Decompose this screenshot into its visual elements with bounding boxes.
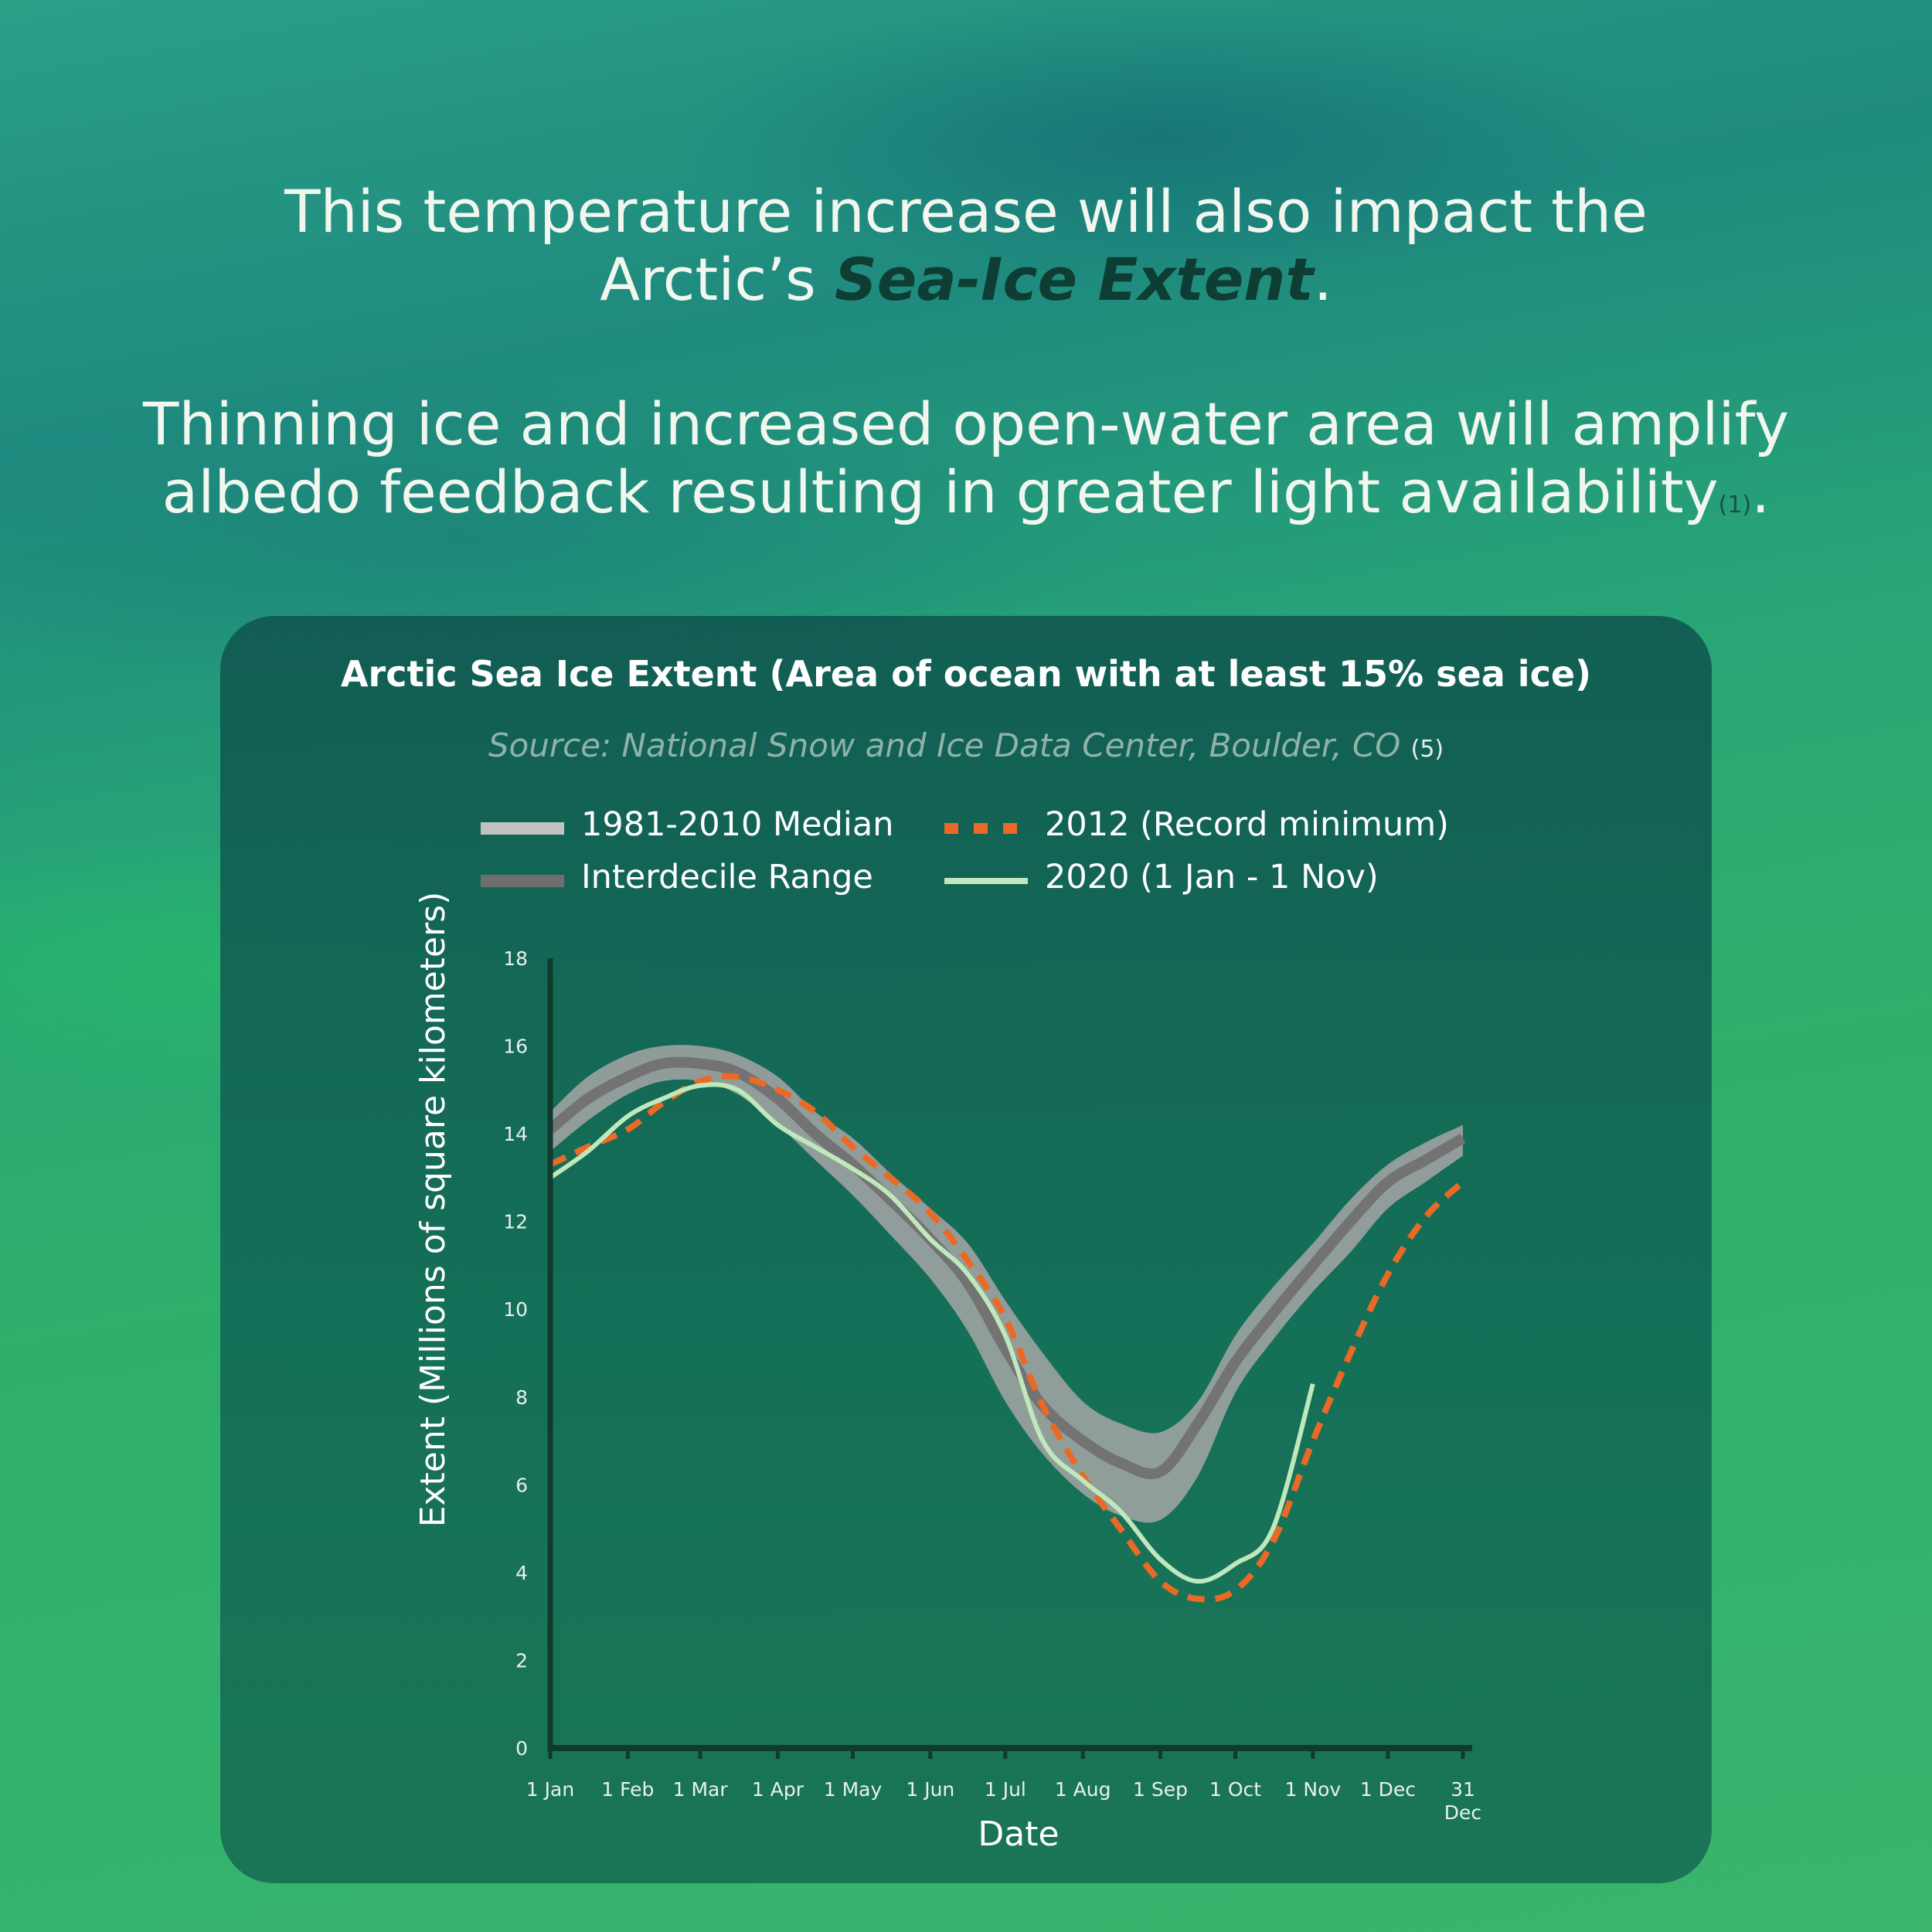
headline-prefix: Arctic’s	[600, 245, 835, 314]
y-tick-label: 2	[515, 1649, 528, 1672]
plot-area	[546, 1045, 1466, 1603]
x-axis-title: Date	[978, 1815, 1059, 1854]
headline-temperature: This temperature increase will also impa…	[116, 178, 1816, 314]
chart-title: Arctic Sea Ice Extent (Area of ocean wit…	[340, 653, 1592, 695]
headline-temperature-line1: This temperature increase will also impa…	[284, 177, 1648, 246]
source-text: Source: National Snow and Ice Data Cente…	[488, 726, 1401, 764]
x-tick-label: 1 Jan	[526, 1778, 574, 1801]
legend-record-label: 2012 (Record minimum)	[1045, 805, 1449, 844]
y-tick-label: 0	[515, 1737, 528, 1760]
chart-legend: 1981-2010 Median 2012 (Record minimum) I…	[481, 805, 1449, 896]
legend-median-label: 1981-2010 Median	[581, 805, 893, 844]
axes: 0 2 4 6 8 10 12 14 16 18 1 Jan 1 Feb 1 Mar 1 Apr 1 May…	[503, 947, 1481, 1824]
x-tick-label: 1 Feb	[601, 1778, 654, 1801]
interdecile-band	[550, 1045, 1463, 1523]
x-tick-label: 1 Dec	[1360, 1778, 1416, 1801]
headline-albedo: Thinning ice and increased open-water ar…	[116, 390, 1816, 539]
chart-source: Source: National Snow and Ice Data Cente…	[220, 726, 1712, 764]
headline-emphasis: Sea-Ice Extent	[835, 245, 1314, 314]
headline-citation: (1)	[1718, 492, 1752, 519]
headline-temperature-line2: Arctic’s Sea-Ice Extent.	[116, 246, 1816, 314]
x-tick-label: 1 Jun	[906, 1778, 954, 1801]
source-citation: (5)	[1410, 736, 1444, 763]
headline-albedo-suffix: .	[1751, 457, 1770, 526]
x-tick-label: 1 May	[824, 1778, 883, 1801]
x-tick-label: 1 Sep	[1133, 1778, 1188, 1801]
x-tick-label: 31 Dec	[1444, 1778, 1481, 1824]
y-tick-label: 4	[515, 1562, 528, 1584]
headline-albedo-line2: albedo feedback resulting in greater lig…	[116, 458, 1816, 539]
x-tick-label: 1 Aug	[1055, 1778, 1111, 1801]
x-tick-label: 1 Oct	[1209, 1778, 1261, 1801]
x-tick-label: 1 Jul	[985, 1778, 1026, 1801]
year-2020-line	[549, 1082, 1315, 1584]
y-tick-label: 18	[503, 947, 528, 970]
headline-albedo-line1: Thinning ice and increased open-water ar…	[143, 389, 1789, 458]
y-tick-label: 12	[503, 1211, 528, 1233]
y-tick-label: 8	[515, 1386, 528, 1409]
legend-2020-label: 2020 (1 Jan - 1 Nov)	[1045, 858, 1379, 896]
headline-albedo-text: albedo feedback resulting in greater lig…	[162, 457, 1719, 526]
y-tick-label: 14	[503, 1123, 528, 1145]
legend-interdecile-label: Interdecile Range	[581, 858, 873, 896]
y-tick-label: 16	[503, 1036, 528, 1058]
y-tick-label: 6	[515, 1474, 528, 1496]
x-tick-label: 1 Mar	[673, 1778, 729, 1801]
y-axis-title: Extent (Millions of square kilometers)	[413, 892, 453, 1528]
record-2012-line	[549, 1073, 1465, 1603]
x-tick-label: 1 Apr	[752, 1778, 804, 1801]
y-tick-label: 10	[503, 1298, 528, 1321]
headline-suffix: .	[1313, 245, 1332, 314]
x-tick-label: 1 Nov	[1285, 1778, 1342, 1801]
